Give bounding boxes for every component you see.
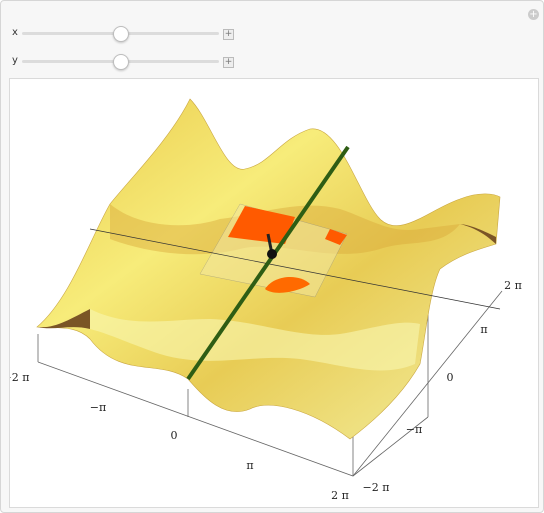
plot-area: −2 π −π 0 π 2 π 2 π π 0 −π −2 π: [9, 78, 539, 508]
tick-label: π: [480, 323, 487, 336]
tick-label: 0: [171, 429, 178, 442]
tick-label: π: [246, 459, 253, 472]
tick-label: −π: [406, 423, 422, 436]
region: [265, 277, 310, 293]
expand-button[interactable]: +: [223, 57, 234, 68]
slider-knob[interactable]: [113, 26, 129, 42]
surface-underside: [460, 224, 496, 244]
tick-label: 0: [447, 371, 454, 384]
tick-label: 2 π: [331, 489, 349, 502]
surface-plot: −2 π −π 0 π 2 π 2 π π 0 −π −2 π: [10, 98, 522, 502]
region: [325, 229, 347, 245]
point: [267, 249, 277, 259]
slider-label: x: [12, 27, 18, 38]
region: [228, 206, 295, 244]
tick-label: −2 π: [363, 481, 390, 494]
surface-shading: [90, 309, 420, 371]
level-line: [89, 228, 501, 310]
options-button[interactable]: +: [528, 9, 539, 20]
expand-button[interactable]: +: [223, 29, 234, 40]
tick-label: 2 π: [504, 279, 522, 292]
slider-knob[interactable]: [113, 54, 129, 70]
surface-underside: [37, 309, 90, 329]
tick-label: −π: [90, 401, 106, 414]
path-line: [186, 145, 350, 381]
tick-label: −2 π: [10, 371, 29, 384]
slider-label: y: [12, 55, 18, 66]
